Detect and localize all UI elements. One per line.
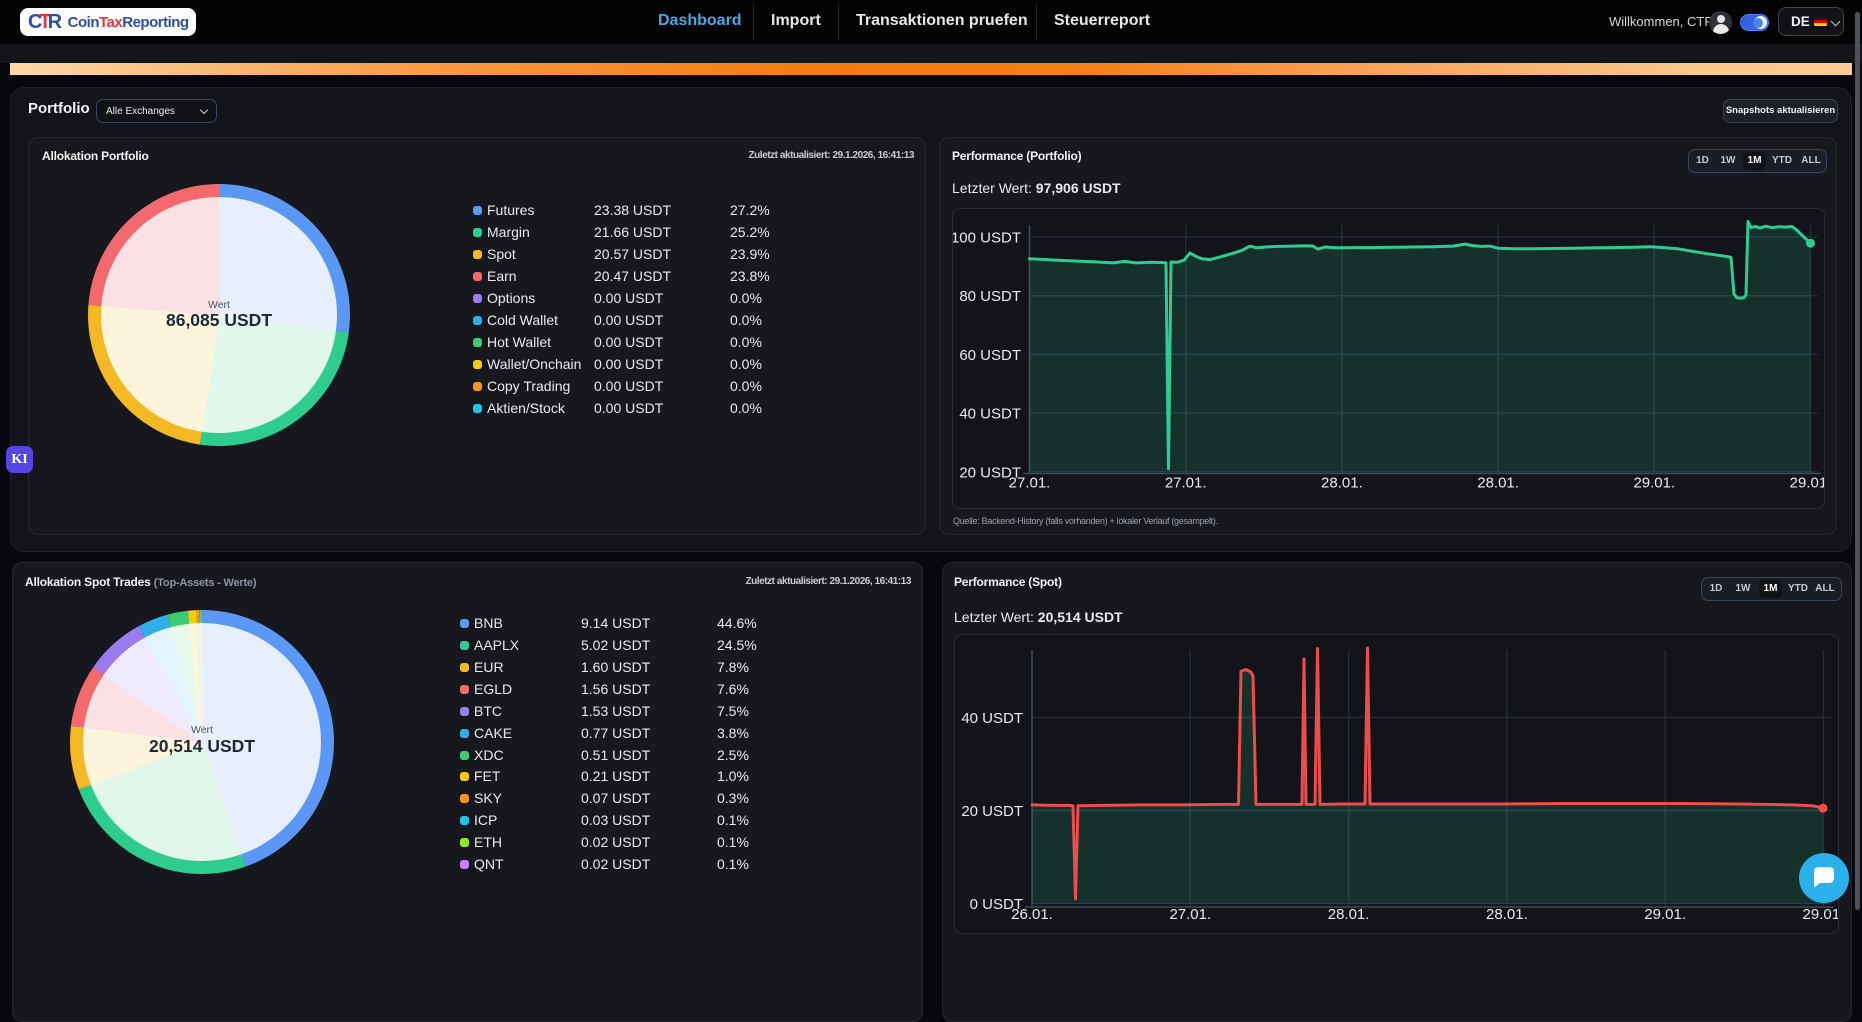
svg-text:27.01.: 27.01.	[1009, 475, 1051, 492]
svg-text:20 USDT: 20 USDT	[961, 803, 1023, 820]
svg-text:0 USDT: 0 USDT	[970, 896, 1023, 913]
svg-text:100 USDT: 100 USDT	[953, 230, 1021, 247]
svg-text:28.01.: 28.01.	[1477, 475, 1519, 492]
svg-text:40 USDT: 40 USDT	[961, 710, 1023, 727]
svg-text:29.01.: 29.01.	[1790, 475, 1825, 492]
svg-text:40 USDT: 40 USDT	[959, 406, 1021, 423]
svg-text:29.01.: 29.01.	[1633, 475, 1675, 492]
svg-text:60 USDT: 60 USDT	[959, 347, 1021, 364]
svg-text:29.01.: 29.01.	[1803, 906, 1839, 923]
svg-text:20 USDT: 20 USDT	[959, 464, 1021, 481]
svg-text:28.01.: 28.01.	[1328, 906, 1370, 923]
svg-text:28.01.: 28.01.	[1321, 475, 1363, 492]
svg-text:80 USDT: 80 USDT	[959, 288, 1021, 305]
svg-text:26.01.: 26.01.	[1011, 906, 1053, 923]
svg-text:28.01.: 28.01.	[1486, 906, 1528, 923]
svg-text:29.01.: 29.01.	[1644, 906, 1686, 923]
svg-text:27.01.: 27.01.	[1169, 906, 1211, 923]
svg-text:27.01.: 27.01.	[1165, 475, 1207, 492]
